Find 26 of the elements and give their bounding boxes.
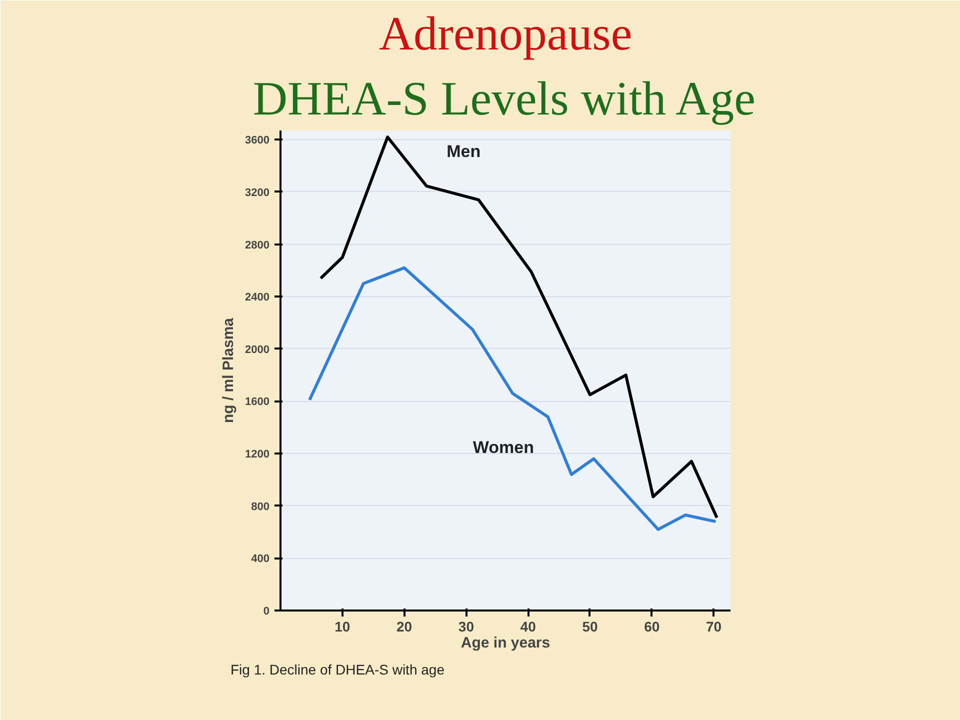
x-tick-label: 20: [396, 618, 412, 634]
y-tick-label: 800: [251, 500, 270, 513]
line-series: [319, 136, 718, 520]
y-tick-label: 2000: [245, 344, 270, 356]
x-tick-label: 30: [458, 618, 474, 634]
y-tick-label: 3200: [245, 186, 270, 199]
y-tick-label: 400: [251, 553, 270, 566]
caption: Fig 1. Decline of DHEA-S with age: [230, 662, 445, 678]
x-tick-label: 50: [582, 618, 598, 634]
series-label: Women: [472, 438, 534, 457]
y-tick-label: 2400: [245, 292, 270, 304]
x-tick-label: 10: [334, 618, 350, 634]
y-tick-label: 3600: [245, 134, 270, 147]
x-tick-label: 40: [520, 618, 536, 634]
y-tick-label: 2800: [245, 239, 270, 252]
chart-subtitle: DHEA-S Levels with Age: [252, 72, 756, 126]
x-axis-title: Age in years: [460, 634, 550, 652]
chart-title: Adrenopause: [378, 8, 632, 60]
x-tick-label: 60: [644, 618, 660, 634]
y-tick-label: 0: [263, 606, 270, 618]
y-axis-title: ng / ml Plasma: [220, 317, 238, 424]
y-tick-label: 1600: [245, 396, 270, 408]
y-tick-label: 1200: [245, 448, 270, 461]
series-label: Men: [446, 142, 481, 162]
x-tick-label: 70: [706, 618, 722, 634]
line-series: [308, 266, 718, 531]
